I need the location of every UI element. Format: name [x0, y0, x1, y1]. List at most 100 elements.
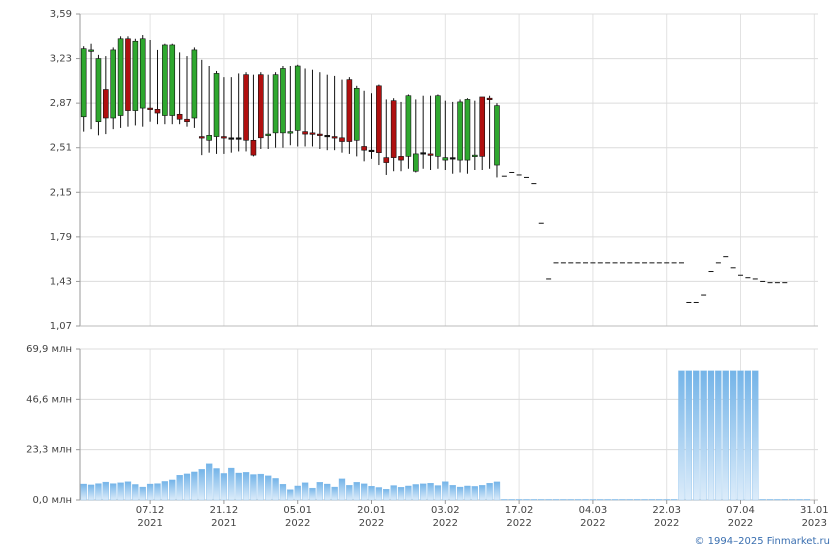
- volume-bar: [272, 478, 279, 501]
- candle-body: [317, 133, 323, 136]
- volume-bar: [95, 483, 102, 501]
- volume-bar: [700, 370, 707, 501]
- candle-body: [258, 74, 264, 139]
- volume-bar: [87, 484, 95, 501]
- y-tick-label: 2,51: [50, 143, 72, 154]
- volume-bar: [456, 486, 464, 501]
- candle-body: [272, 74, 279, 134]
- volume-bar: [169, 479, 176, 501]
- y-tick-label: 23,3 млн: [26, 445, 72, 456]
- volume-bar: [176, 475, 183, 501]
- x-tick-label: 21.12 2021: [209, 505, 239, 529]
- volume-bar: [656, 499, 663, 501]
- volume-bar: [434, 485, 442, 501]
- volume-bar: [545, 499, 552, 501]
- candle-body: [339, 137, 345, 142]
- volume-bar: [331, 486, 338, 501]
- y-tick-label: 0,0 млн: [32, 495, 72, 506]
- volume-bar: [390, 485, 397, 501]
- volume-bar: [693, 370, 700, 501]
- candle-body: [191, 49, 198, 119]
- volume-bar: [722, 370, 729, 501]
- candle-body: [169, 44, 176, 116]
- candle-body: [472, 154, 478, 157]
- volume-bar: [493, 481, 501, 501]
- candle-body: [110, 49, 117, 119]
- candle-body: [353, 87, 360, 141]
- volume-bar: [213, 468, 220, 501]
- candle-body: [442, 157, 449, 161]
- candle-body: [80, 48, 87, 118]
- volume-bar: [744, 370, 752, 501]
- volume-bar: [449, 485, 456, 501]
- volume-bar: [796, 499, 803, 501]
- volume-bar: [634, 499, 641, 501]
- volume-bar: [124, 481, 132, 501]
- volume-bar: [759, 499, 766, 501]
- volume-bar: [464, 485, 471, 501]
- volume-bar: [501, 499, 508, 501]
- volume-bar: [346, 485, 353, 501]
- y-tick-label: 3,59: [50, 9, 72, 20]
- volume-bar: [766, 499, 774, 501]
- volume-bar: [486, 483, 493, 501]
- volume-bar: [648, 499, 656, 501]
- volume-bar: [523, 499, 530, 501]
- volume-bar: [729, 370, 737, 501]
- candle-body: [398, 156, 404, 161]
- volume-bar: [220, 473, 228, 501]
- volume-bar: [781, 499, 788, 501]
- volume-bar: [420, 483, 427, 501]
- candle-body: [88, 49, 94, 52]
- candle-body: [464, 99, 471, 161]
- volume-bar: [737, 370, 744, 501]
- volume-bar: [360, 483, 368, 501]
- candle-body: [376, 85, 382, 153]
- volume-bar: [678, 370, 685, 501]
- volume-bar: [582, 499, 589, 501]
- candle-body: [435, 95, 441, 157]
- candle-body: [494, 105, 500, 166]
- candle-body: [294, 65, 301, 131]
- candle-body: [139, 38, 146, 109]
- volume-bar: [235, 472, 242, 501]
- volume-bar: [412, 484, 419, 501]
- y-tick-label: 1,43: [50, 276, 72, 287]
- candle-body: [184, 118, 190, 123]
- y-tick-label: 69,9 млн: [26, 344, 72, 355]
- volume-bar: [198, 469, 205, 501]
- candle-body: [95, 58, 102, 123]
- volume-bar: [575, 499, 582, 501]
- volume-bar: [161, 481, 169, 501]
- candle-body: [287, 131, 294, 134]
- candle-body: [309, 132, 316, 135]
- candle-body: [486, 97, 493, 100]
- volume-bar: [752, 370, 759, 501]
- volume-bar: [530, 499, 538, 501]
- volume-bar: [279, 484, 287, 501]
- volume-bar: [301, 482, 309, 501]
- volume-bar: [589, 499, 597, 501]
- x-tick-label: 07.04 2022: [726, 505, 755, 529]
- volume-bar: [604, 499, 611, 501]
- x-tick-label: 05.01 2022: [283, 505, 313, 529]
- volume-bar: [685, 370, 692, 501]
- volume-bar: [265, 475, 272, 501]
- candle-body: [176, 113, 183, 120]
- volume-bar: [191, 471, 198, 501]
- volume-bar: [707, 370, 715, 501]
- x-tick-label: 22.03 2022: [652, 505, 682, 529]
- volume-bar: [515, 499, 523, 501]
- volume-bar: [250, 474, 257, 501]
- volume-bar: [294, 485, 301, 501]
- x-tick-label: 31.01 2023: [799, 505, 829, 529]
- candle-body: [206, 135, 212, 141]
- volume-bar: [427, 483, 434, 501]
- volume-bar: [287, 489, 294, 501]
- candle-body: [331, 136, 338, 139]
- volume-bar: [641, 499, 648, 501]
- volume-bar: [324, 483, 331, 501]
- volume-bar: [383, 489, 390, 501]
- candle-body: [228, 137, 235, 140]
